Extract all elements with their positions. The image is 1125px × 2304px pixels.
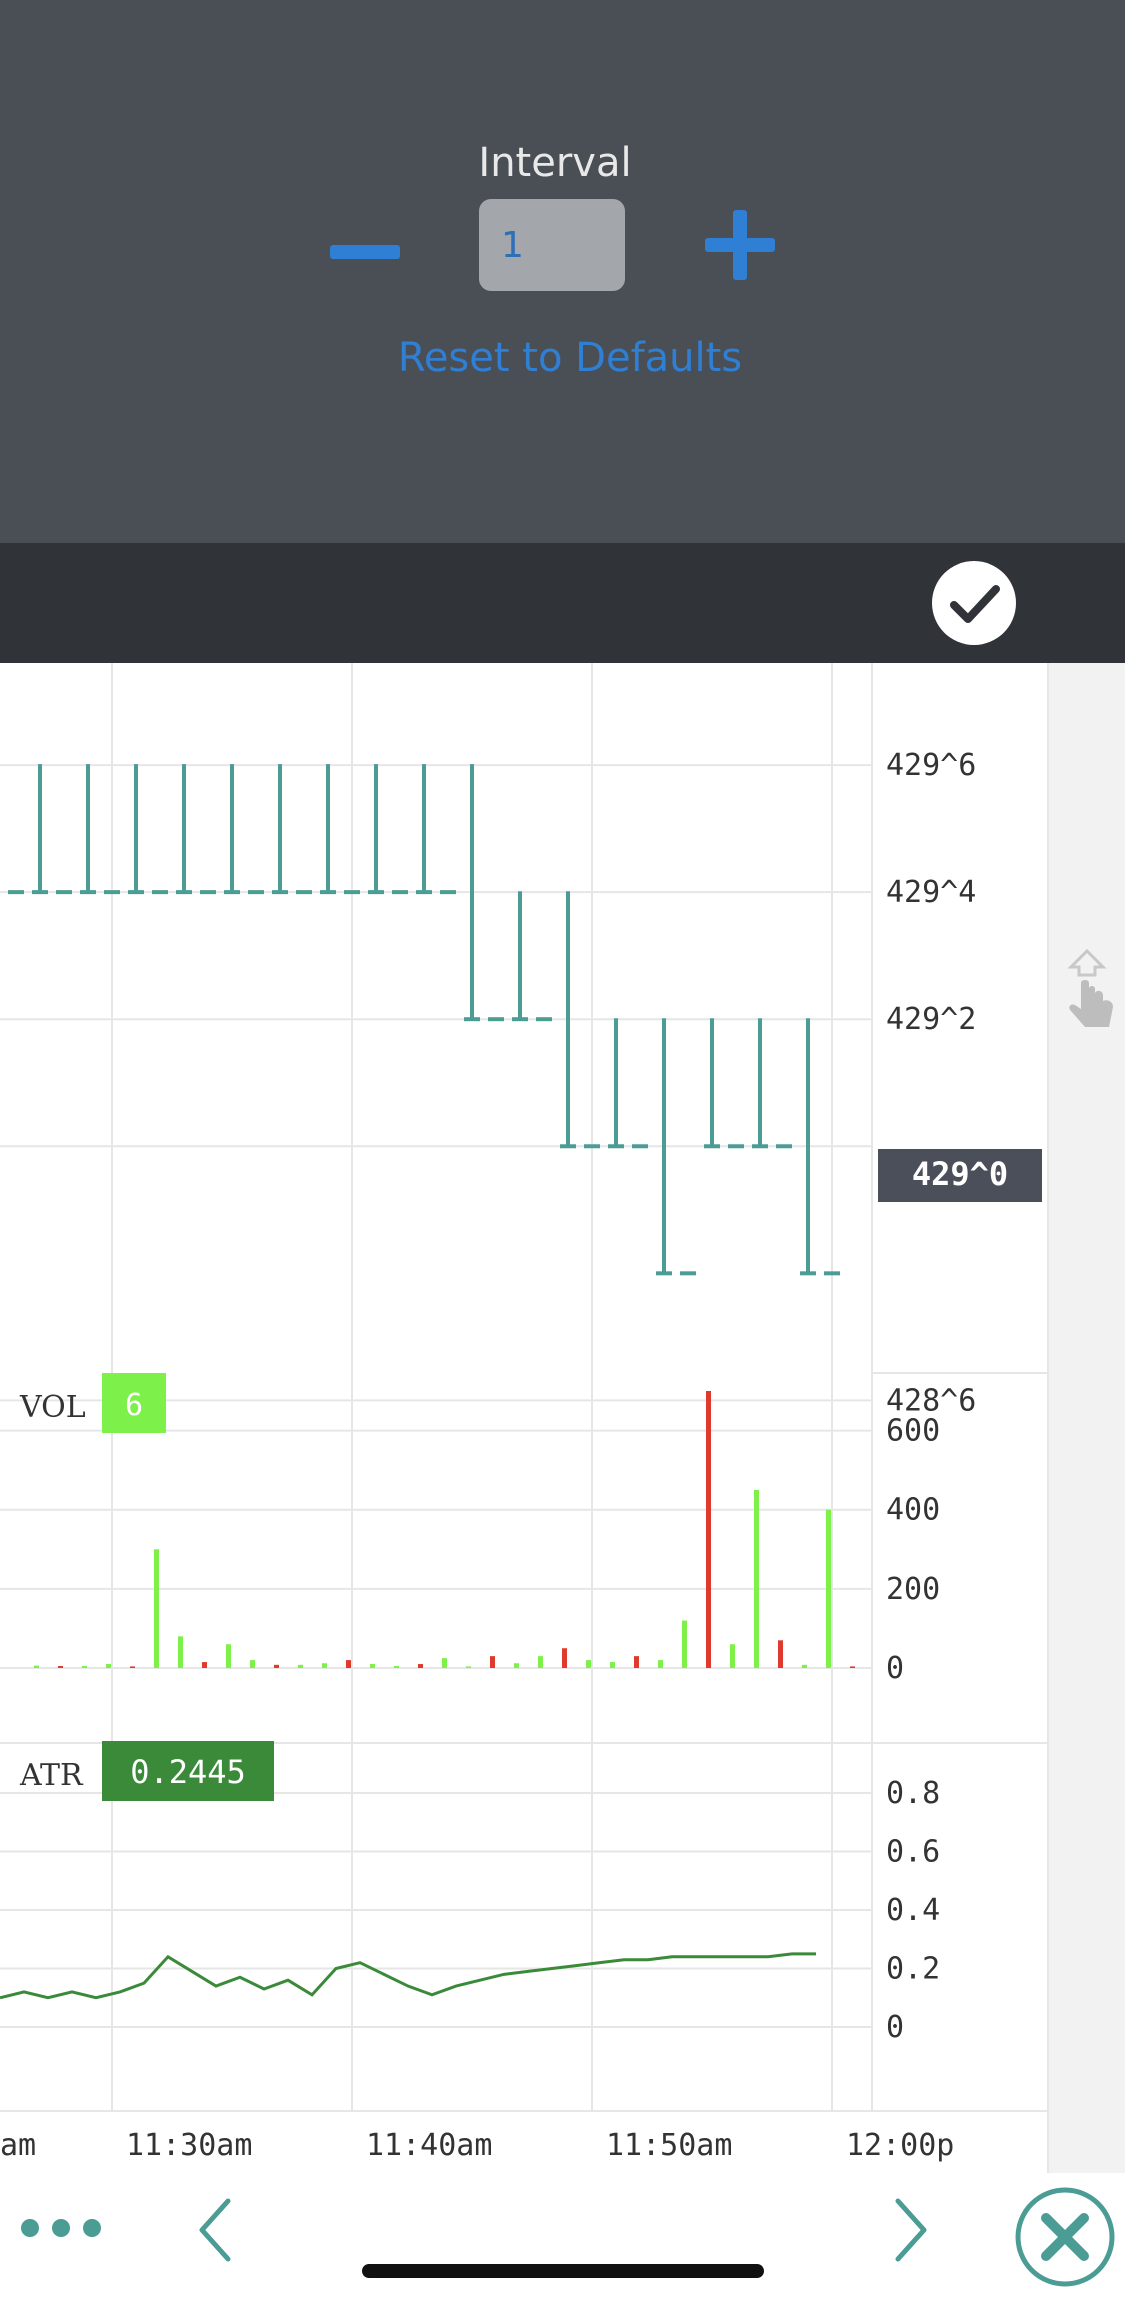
volume-bar	[490, 1656, 495, 1668]
volume-bar	[682, 1620, 687, 1668]
atr-axis: 0.8 0.6 0.4 0.2 0	[886, 1776, 940, 2045]
time-axis: am 11:30am 11:40am 11:50am 12:00p	[0, 2128, 954, 2163]
volume-value: 6	[125, 1388, 143, 1423]
volume-bar	[178, 1636, 183, 1668]
reset-to-defaults-link[interactable]: Reset to Defaults	[397, 335, 743, 381]
atr-series-line	[0, 1952, 816, 2000]
atr-tick-label: 0.8	[886, 1776, 940, 1811]
volume-bar	[82, 1666, 87, 1668]
volume-bar	[58, 1666, 63, 1668]
volume-value-badge	[102, 1373, 166, 1433]
atr-tick-label: 0.6	[886, 1835, 940, 1870]
volume-label: VOL	[19, 1390, 86, 1425]
time-tick-label: am	[0, 2128, 36, 2163]
volume-bar	[418, 1664, 423, 1668]
home-indicator	[362, 2264, 764, 2278]
volume-bar	[370, 1664, 375, 1668]
volume-bar	[394, 1666, 399, 1668]
atr-tick-label: 0.2	[886, 1952, 940, 1987]
time-tick-label: 11:50am	[606, 2128, 732, 2163]
atr-tick-label: 0	[886, 2010, 904, 2045]
volume-bar	[250, 1660, 255, 1668]
atr-label: ATR	[19, 1758, 84, 1793]
volume-bar	[730, 1644, 735, 1668]
volume-bar	[778, 1640, 783, 1668]
volume-bar	[802, 1664, 807, 1668]
volume-bar	[226, 1644, 231, 1668]
current-price-label: 429^0	[912, 1155, 1008, 1193]
volume-bar	[658, 1660, 663, 1668]
checkmark-icon	[950, 585, 1000, 623]
volume-bar	[538, 1656, 543, 1668]
close-icon[interactable]	[1013, 2185, 1117, 2289]
volume-bars	[34, 1391, 855, 1668]
time-tick-label: 11:30am	[126, 2128, 252, 2163]
current-price-badge	[878, 1149, 1042, 1202]
volume-bar	[826, 1509, 831, 1668]
volume-bar	[754, 1489, 759, 1668]
volume-bar	[346, 1660, 351, 1668]
time-tick-label: 11:40am	[366, 2128, 492, 2163]
confirm-button[interactable]	[932, 561, 1016, 645]
volume-bar	[610, 1662, 615, 1668]
volume-bar	[706, 1391, 711, 1668]
chart-grid	[0, 663, 1047, 2112]
volume-bar	[850, 1666, 855, 1668]
volume-bar	[586, 1660, 591, 1668]
volume-bar	[130, 1666, 135, 1668]
volume-tick-label: 0	[886, 1651, 904, 1686]
volume-bar	[34, 1665, 39, 1668]
volume-bar	[298, 1664, 303, 1668]
volume-tick-label: 200	[886, 1572, 940, 1607]
hand-pointer-icon[interactable]	[1049, 943, 1125, 1043]
volume-bar	[466, 1666, 471, 1668]
volume-bar	[322, 1663, 327, 1668]
bottom-toolbar	[0, 2175, 1125, 2304]
atr-value: 0.2445	[130, 1753, 246, 1791]
chevron-left-icon[interactable]	[190, 2195, 240, 2265]
interval-input[interactable]	[479, 199, 625, 291]
volume-tick-label: 600	[886, 1414, 940, 1449]
atr-tick-label: 0.4	[886, 1893, 940, 1928]
atr-line	[0, 1952, 816, 2000]
price-tick-label: 429^2	[886, 1002, 976, 1037]
price-tick-label: 429^4	[886, 875, 976, 910]
atr-value-badge	[102, 1741, 274, 1801]
volume-bar	[634, 1656, 639, 1668]
price-tick-label: 428^6	[886, 1383, 976, 1418]
volume-bar	[514, 1663, 519, 1668]
increase-interval-button[interactable]	[705, 210, 775, 280]
volume-bar	[202, 1662, 207, 1668]
volume-bar	[442, 1658, 447, 1668]
price-tick-label: 429^6	[886, 748, 976, 783]
more-dots-icon[interactable]	[16, 2208, 106, 2248]
volume-bar	[106, 1664, 111, 1668]
chevron-right-icon[interactable]	[886, 2195, 936, 2265]
interval-settings-panel: Interval Reset to Defaults	[0, 0, 1125, 543]
decrease-interval-button[interactable]	[330, 245, 400, 259]
volume-bar	[154, 1549, 159, 1668]
volume-bar	[274, 1664, 279, 1668]
volume-bar	[562, 1648, 567, 1668]
price-candles	[8, 764, 840, 1276]
time-tick-label: 12:00p	[846, 2128, 954, 2163]
interval-label: Interval	[478, 140, 632, 186]
side-rail	[1047, 663, 1125, 2173]
volume-axis: 600 400 200 0	[886, 1414, 940, 1686]
volume-tick-label: 400	[886, 1493, 940, 1528]
